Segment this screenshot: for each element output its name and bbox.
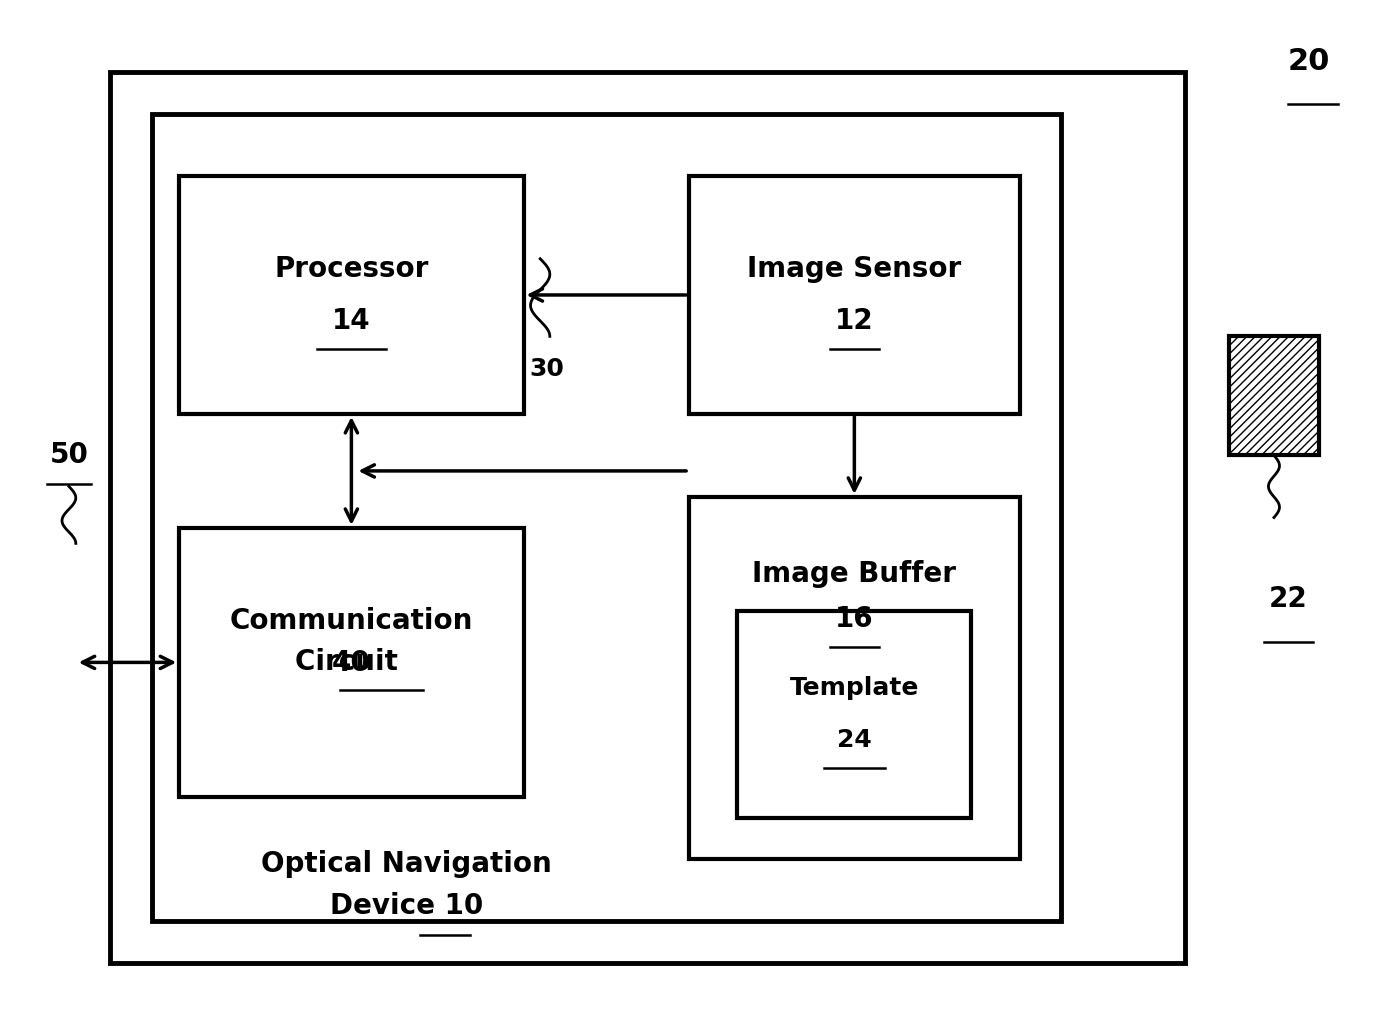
Text: Template: Template [790, 676, 919, 701]
Text: 14: 14 [332, 306, 371, 335]
Text: 24: 24 [836, 728, 872, 752]
FancyBboxPatch shape [689, 497, 1020, 859]
FancyBboxPatch shape [110, 72, 1185, 963]
FancyBboxPatch shape [689, 176, 1020, 414]
Text: 12: 12 [835, 306, 874, 335]
Text: Image Buffer: Image Buffer [752, 560, 956, 589]
FancyBboxPatch shape [179, 528, 524, 797]
Text: Communication: Communication [230, 607, 473, 635]
FancyBboxPatch shape [737, 611, 971, 818]
Text: Optical Navigation: Optical Navigation [262, 850, 551, 879]
FancyBboxPatch shape [1229, 336, 1319, 455]
Text: 16: 16 [835, 604, 874, 633]
Text: 20: 20 [1287, 47, 1330, 76]
Text: 50: 50 [50, 441, 88, 470]
Text: 30: 30 [529, 357, 565, 381]
Text: Image Sensor: Image Sensor [747, 255, 962, 284]
Text: Device 10: Device 10 [329, 891, 484, 920]
Text: 22: 22 [1269, 585, 1308, 613]
FancyBboxPatch shape [152, 114, 1061, 921]
Text: Processor: Processor [274, 255, 429, 284]
FancyBboxPatch shape [179, 176, 524, 414]
Text: 40: 40 [332, 649, 371, 678]
Text: Circuit: Circuit [295, 648, 408, 677]
